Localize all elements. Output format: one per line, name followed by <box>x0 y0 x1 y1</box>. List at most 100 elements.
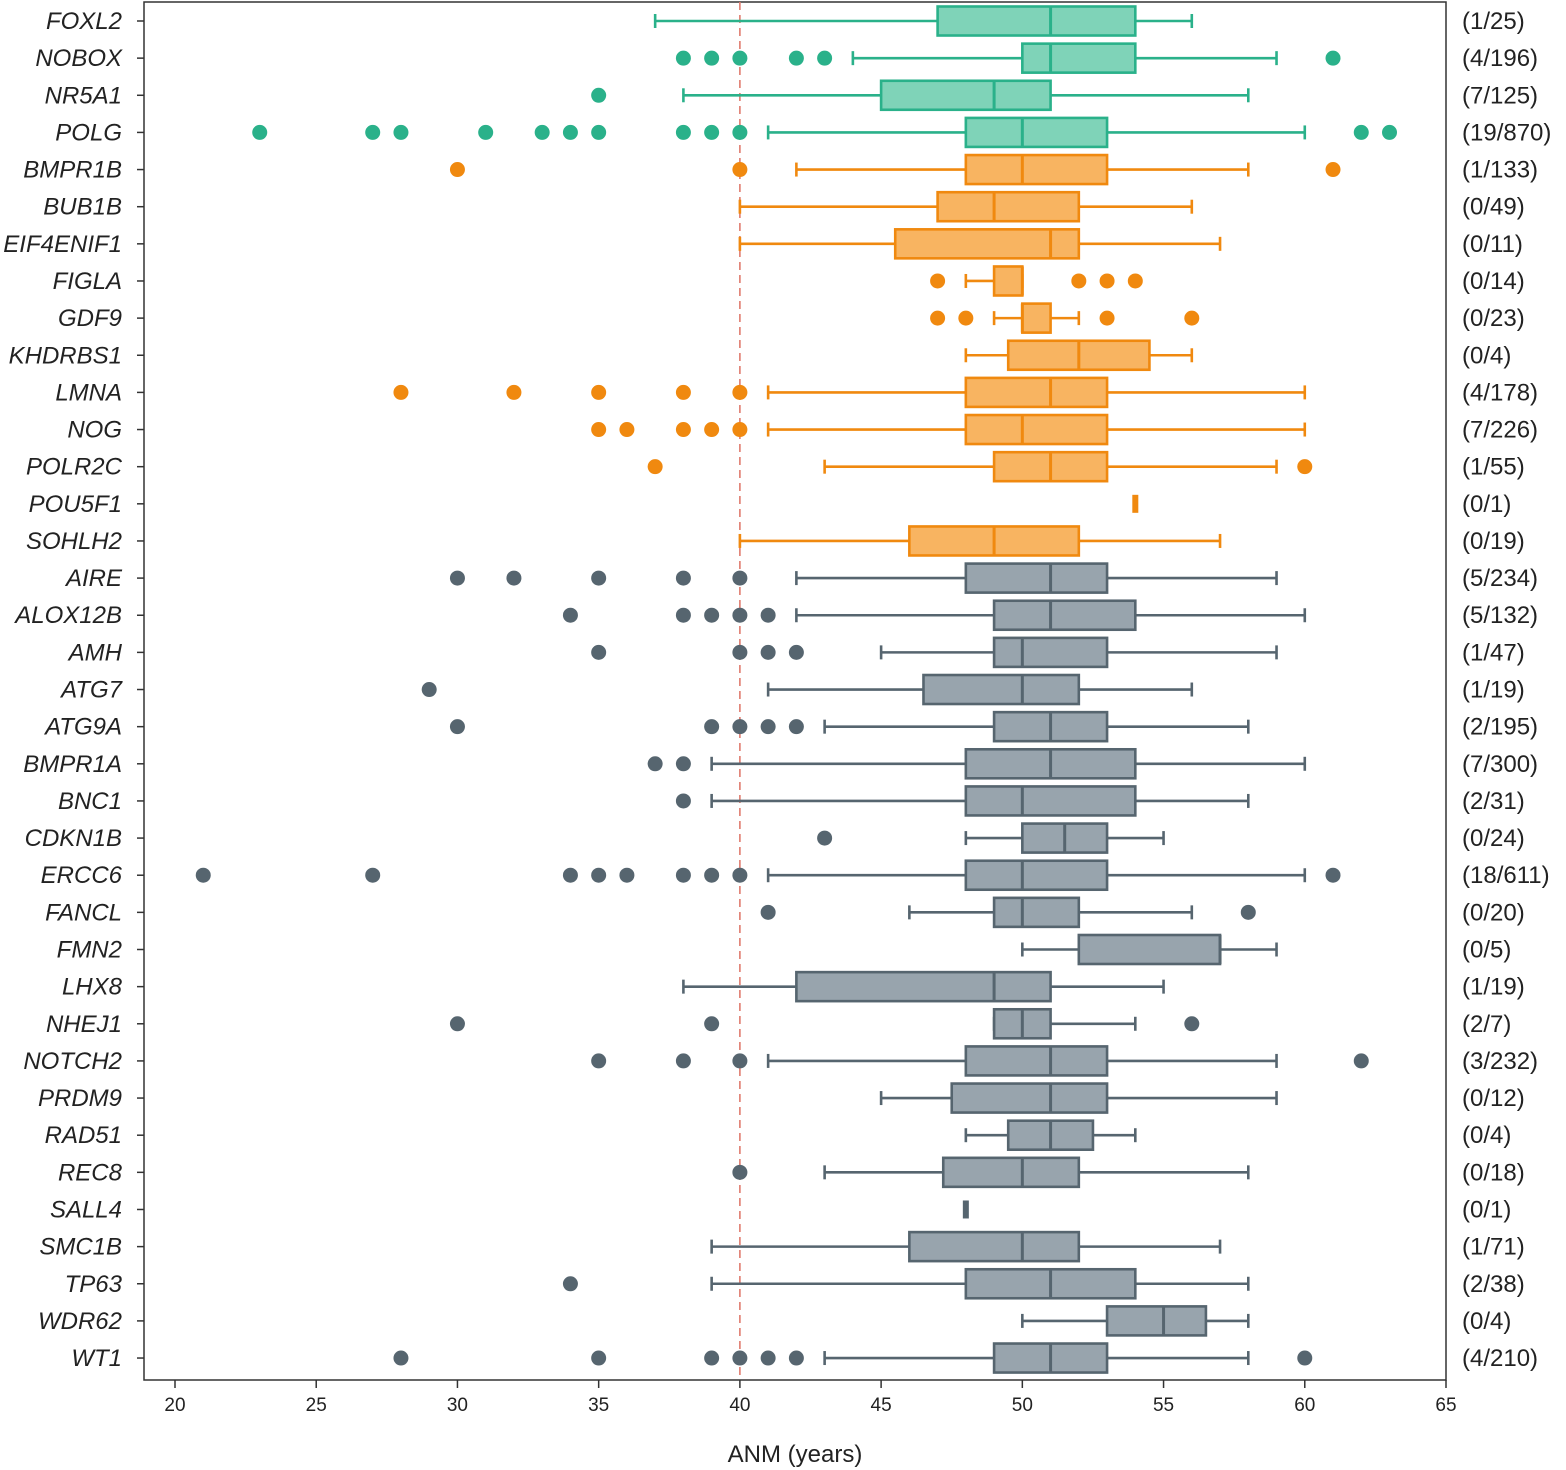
iqr-box <box>992 636 1109 669</box>
row-rad51: RAD51 (0/4) <box>45 1119 1511 1151</box>
outlier-point <box>591 570 607 586</box>
iqr-box <box>992 265 1024 297</box>
gene-label-sall4: SALL4 <box>50 1196 122 1223</box>
outlier-point <box>252 124 268 140</box>
iqr-box <box>922 673 1081 706</box>
x-tick-label: 65 <box>1435 1395 1456 1416</box>
outlier-point <box>506 570 522 586</box>
gene-label-aire: AIRE <box>64 565 123 592</box>
outlier-point <box>675 793 691 809</box>
x-tick-label: 35 <box>588 1395 609 1416</box>
outlier-point <box>675 570 691 586</box>
count-label-cdkn1b: (0/24) <box>1462 825 1525 852</box>
outlier-point <box>732 719 748 735</box>
gene-label-khdrbs1: KHDRBS1 <box>9 342 122 369</box>
outlier-point <box>365 124 381 140</box>
row-nog: NOG (7/226) <box>67 413 1538 446</box>
count-label-foxl2: (1/25) <box>1462 8 1525 35</box>
gene-label-pou5f1: POU5F1 <box>29 491 122 518</box>
count-label-wt1: (4/210) <box>1462 1345 1538 1372</box>
count-label-smc1b: (1/71) <box>1462 1234 1525 1261</box>
count-label-sall4: (0/1) <box>1462 1196 1511 1223</box>
x-tick-label: 45 <box>871 1395 892 1416</box>
gene-label-nhej1: NHEJ1 <box>46 1011 122 1038</box>
row-nobox: NOBOX (4/196) <box>35 42 1538 74</box>
outlier-point <box>704 607 720 623</box>
outlier-point <box>704 1016 720 1032</box>
outlier-point <box>1353 1053 1369 1069</box>
gene-label-figla: FIGLA <box>53 268 122 295</box>
row-lmna: LMNA (4/178) <box>55 376 1538 409</box>
outlier-point <box>1325 50 1341 66</box>
outlier-point <box>675 607 691 623</box>
outlier-point <box>817 50 833 66</box>
gene-label-foxl2: FOXL2 <box>46 8 122 35</box>
outlier-point <box>449 719 465 735</box>
outlier-point <box>591 644 607 660</box>
outlier-point <box>760 904 776 920</box>
gene-label-wdr62: WDR62 <box>38 1308 122 1335</box>
count-label-sohlh2: (0/19) <box>1462 528 1525 555</box>
outlier-point <box>788 50 804 66</box>
outlier-point <box>1297 1350 1313 1366</box>
count-label-bnc1: (2/31) <box>1462 788 1525 815</box>
count-label-gdf9: (0/23) <box>1462 305 1525 332</box>
iqr-box <box>795 970 1052 1003</box>
count-label-figla: (0/14) <box>1462 268 1525 295</box>
gene-label-nr5a1: NR5A1 <box>45 82 122 109</box>
count-label-aire: (5/234) <box>1462 565 1538 592</box>
iqr-box <box>950 1082 1109 1114</box>
outlier-point <box>732 384 748 400</box>
row-nhej1: NHEJ1 (2/7) <box>46 1007 1511 1040</box>
outlier-point <box>365 867 381 883</box>
outlier-point <box>591 124 607 140</box>
iqr-box <box>992 599 1137 632</box>
gene-label-amh: AMH <box>67 639 123 666</box>
row-eif4enif1: EIF4ENIF1 (0/11) <box>3 228 1523 260</box>
iqr-box <box>879 79 1052 112</box>
outlier-point <box>732 1053 748 1069</box>
outlier-point <box>591 1053 607 1069</box>
outlier-point <box>393 1350 409 1366</box>
count-label-bmpr1a: (7/300) <box>1462 751 1538 778</box>
row-smc1b: SMC1B (1/71) <box>39 1230 1525 1263</box>
row-cdkn1b: CDKN1B (0/24) <box>25 822 1525 854</box>
outlier-point <box>619 422 635 438</box>
gene-label-fancl: FANCL <box>45 899 122 926</box>
outlier-point <box>958 310 974 326</box>
gene-label-fmn2: FMN2 <box>57 937 122 964</box>
count-label-amh: (1/47) <box>1462 639 1525 666</box>
outlier-point <box>449 570 465 586</box>
row-rec8: REC8 (0/18) <box>58 1156 1525 1189</box>
outlier-point <box>1071 273 1087 289</box>
row-lhx8: LHX8 (1/19) <box>62 970 1525 1003</box>
outlier-point <box>591 1350 607 1366</box>
x-tick-label: 60 <box>1294 1395 1315 1416</box>
outlier-point <box>675 384 691 400</box>
outlier-point <box>704 719 720 735</box>
gene-label-notch2: NOTCH2 <box>23 1048 122 1075</box>
outlier-point <box>704 50 720 66</box>
iqr-box <box>964 153 1109 186</box>
iqr-box <box>936 5 1137 37</box>
outlier-point <box>421 682 437 698</box>
row-sohlh2: SOHLH2 (0/19) <box>26 525 1525 557</box>
outlier-point <box>619 867 635 883</box>
gene-label-sohlh2: SOHLH2 <box>26 528 122 555</box>
outlier-point <box>760 644 776 660</box>
outlier-point <box>704 867 720 883</box>
outlier-point <box>788 719 804 735</box>
outlier-point <box>1325 867 1341 883</box>
outlier-point <box>478 124 494 140</box>
count-label-nog: (7/226) <box>1462 417 1538 444</box>
row-pou5f1: POU5F1 (0/1) <box>29 491 1512 518</box>
row-notch2: NOTCH2 (3/232) <box>23 1045 1538 1077</box>
outlier-point <box>760 1350 776 1366</box>
gene-label-alox12b: ALOX12B <box>13 602 122 629</box>
row-khdrbs1: KHDRBS1 (0/4) <box>9 339 1511 372</box>
gene-label-wt1: WT1 <box>71 1345 122 1372</box>
iqr-box <box>964 116 1109 149</box>
outlier-point <box>732 867 748 883</box>
x-tick-label: 25 <box>306 1395 327 1416</box>
